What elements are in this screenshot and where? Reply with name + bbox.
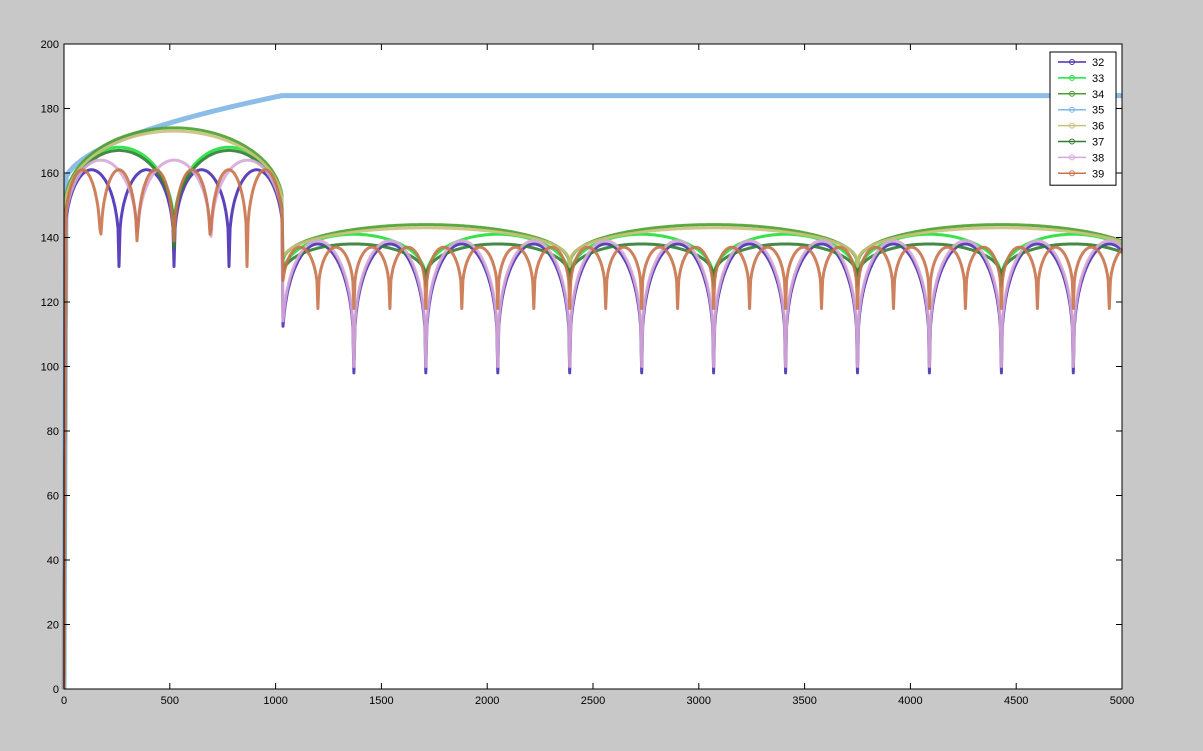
y-tick-label: 160	[41, 168, 59, 180]
series-line-35	[61, 93, 1124, 690]
legend-marker-38	[1069, 154, 1075, 161]
x-tick-label: 2000	[475, 695, 499, 707]
legend-label-39: 39	[1092, 168, 1104, 180]
series-line-37	[62, 148, 1123, 690]
x-tick-label: 2500	[581, 695, 605, 707]
series-layer	[61, 93, 1124, 690]
y-tick-label: 40	[47, 555, 59, 567]
x-axis: 0 500 1000 1500 2000 2500 3000 3500 4000 4500 5000	[61, 44, 1134, 707]
y-tick-label: 0	[53, 684, 59, 696]
legend-label-34: 34	[1092, 89, 1104, 101]
legend-label-35: 35	[1092, 105, 1104, 117]
legend: 32 33 34 35 36 37 38 39	[1049, 51, 1117, 186]
y-tick-label: 20	[47, 620, 59, 632]
legend-marker-34	[1069, 90, 1075, 97]
legend-label-38: 38	[1092, 152, 1104, 164]
plot-area	[64, 44, 1122, 689]
y-tick-label: 80	[47, 426, 59, 438]
legend-label-36: 36	[1092, 121, 1104, 133]
x-tick-label: 4000	[898, 695, 922, 707]
x-tick-label: 3000	[687, 695, 711, 707]
series-line-39	[62, 168, 1124, 690]
x-tick-label: 0	[61, 695, 67, 707]
legend-marker-35	[1069, 106, 1075, 113]
x-tick-label: 5000	[1110, 695, 1134, 707]
x-tick-label: 3500	[792, 695, 816, 707]
y-tick-label: 120	[41, 297, 59, 309]
series-line-38	[62, 158, 1124, 690]
x-tick-label: 1000	[263, 695, 287, 707]
legend-box	[1049, 51, 1117, 186]
legend-label-32: 32	[1092, 57, 1104, 69]
legend-marker-36	[1069, 122, 1075, 129]
y-tick-label: 60	[47, 491, 59, 503]
legend-label-33: 33	[1092, 73, 1104, 85]
y-tick-label: 140	[41, 233, 59, 245]
legend-marker-33	[1069, 74, 1075, 81]
legend-marker-39	[1069, 170, 1075, 177]
x-tick-label: 1500	[369, 695, 393, 707]
y-tick-label: 180	[41, 104, 59, 116]
y-axis: 0 20 40 60 80 100 120 140 160 180 200	[41, 39, 1122, 696]
legend-marker-32	[1069, 59, 1075, 65]
legend-label-37: 37	[1092, 137, 1104, 149]
legend-marker-37	[1069, 138, 1075, 145]
y-tick-label: 200	[41, 39, 59, 51]
series-line-36	[62, 129, 1123, 690]
y-tick-label: 100	[41, 362, 59, 374]
x-tick-label: 500	[161, 695, 179, 707]
x-tick-label: 4500	[1004, 695, 1028, 707]
